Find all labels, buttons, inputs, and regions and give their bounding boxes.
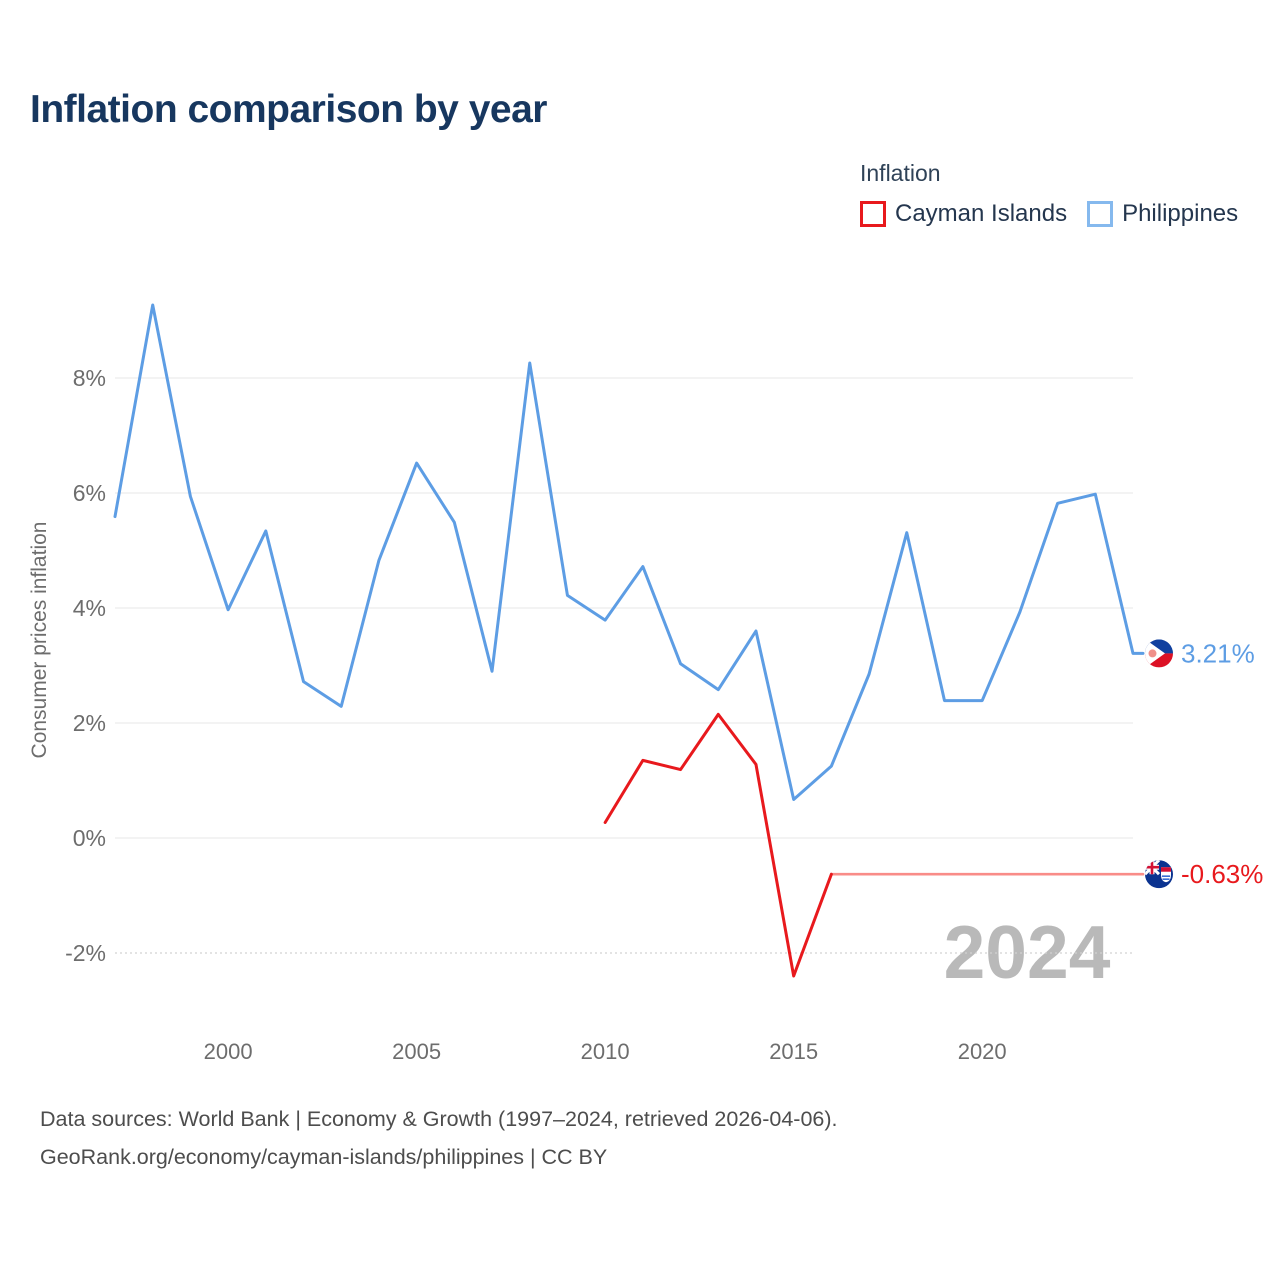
cayman-islands-line[interactable] xyxy=(603,712,833,978)
y-tick-label: -2% xyxy=(65,940,106,966)
cayman-islands-end-label: -0.63% xyxy=(1181,859,1263,889)
y-tick-label: 8% xyxy=(73,365,106,391)
chart-legend: Inflation Cayman Islands Philippines xyxy=(860,160,1238,228)
legend-swatch-cayman-islands[interactable] xyxy=(860,201,886,227)
watermark-year: 2024 xyxy=(944,910,1111,994)
y-tick-label: 6% xyxy=(73,480,106,506)
legend-items: Cayman Islands Philippines xyxy=(860,200,1238,228)
data-sources-footer: Data sources: World Bank | Economy & Gro… xyxy=(40,1100,838,1176)
y-tick-label: 0% xyxy=(73,825,106,851)
x-tick-label: 2010 xyxy=(581,1039,630,1064)
legend-swatch-philippines[interactable] xyxy=(1087,201,1114,227)
y-tick-label: 2% xyxy=(73,710,106,736)
cayman-islands-flag-icon xyxy=(1145,860,1173,889)
y-axis-title: Consumer prices inflation xyxy=(28,522,51,759)
philippines-line[interactable] xyxy=(113,303,1145,801)
legend-title: Inflation xyxy=(860,160,941,186)
legend-item-cayman-islands[interactable]: Cayman Islands xyxy=(860,200,1067,228)
y-tick-label: 4% xyxy=(73,595,106,621)
legend-item-philippines[interactable]: Philippines xyxy=(1087,200,1238,228)
legend-label-cayman-islands: Cayman Islands xyxy=(895,200,1068,227)
philippines-flag-icon xyxy=(1145,639,1173,668)
x-tick-label: 2020 xyxy=(958,1039,1007,1064)
x-tick-label: 2015 xyxy=(769,1039,818,1064)
x-tick-label: 2000 xyxy=(204,1039,253,1064)
page-title: Inflation comparison by year xyxy=(30,88,547,131)
footer-line-2: GeoRank.org/economy/cayman-islands/phili… xyxy=(40,1145,608,1169)
legend-label-philippines: Philippines xyxy=(1122,200,1239,227)
x-tick-label: 2005 xyxy=(392,1039,441,1064)
philippines-end-label: 3.21% xyxy=(1181,638,1255,668)
footer-line-1: Data sources: World Bank | Economy & Gro… xyxy=(40,1107,838,1131)
